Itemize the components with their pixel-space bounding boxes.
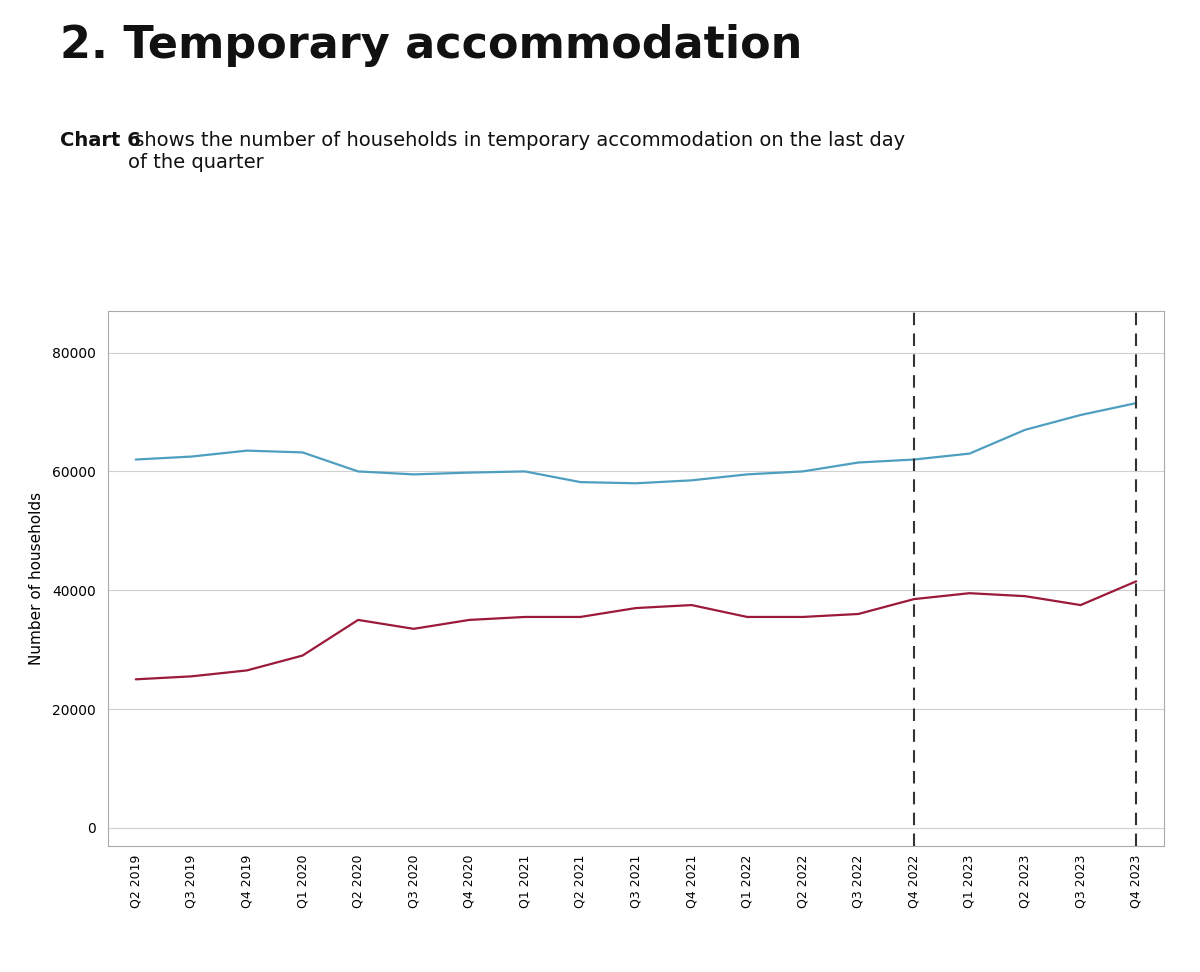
Text: 2. Temporary accommodation: 2. Temporary accommodation [60, 24, 803, 67]
Text: shows the number of households in temporary accommodation on the last day
of the: shows the number of households in tempor… [128, 131, 906, 172]
Text: Chart 6: Chart 6 [60, 131, 140, 151]
Legend: Households with children, Single households: Households with children, Single househo… [402, 971, 870, 972]
Y-axis label: Number of households: Number of households [29, 492, 44, 665]
